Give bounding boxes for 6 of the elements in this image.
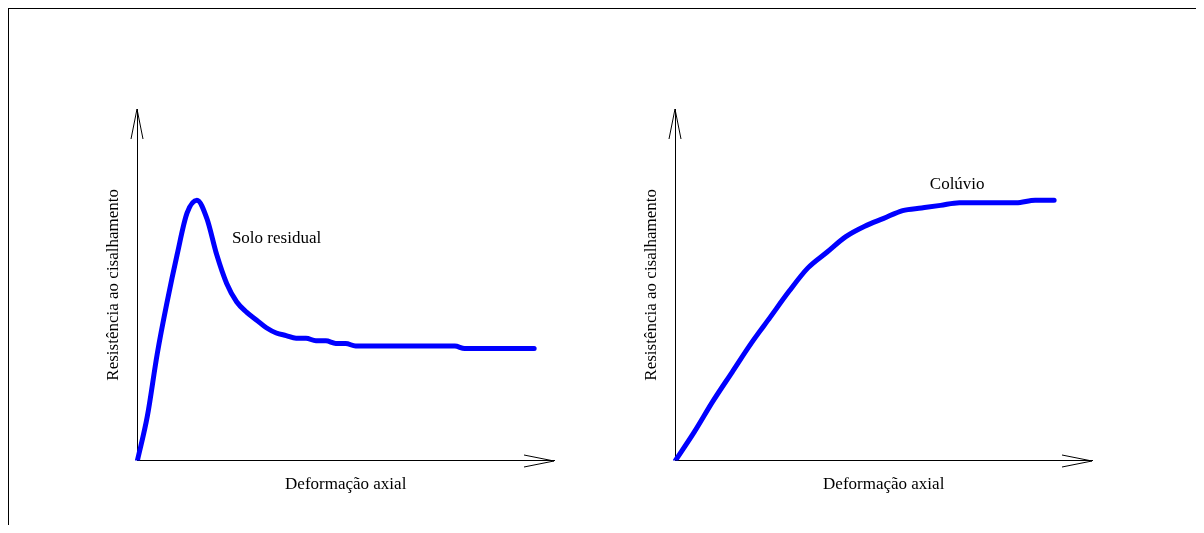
- y-axis-title: Resistência ao cisalhamento: [102, 188, 122, 381]
- series-label: Solo residual: [231, 227, 322, 247]
- series-label: Colúvio: [929, 173, 985, 193]
- y-axis-title: Resistência ao cisalhamento: [640, 188, 660, 381]
- x-axis-title: Deformação axial: [823, 474, 945, 494]
- x-axis-title: Deformação axial: [285, 474, 407, 494]
